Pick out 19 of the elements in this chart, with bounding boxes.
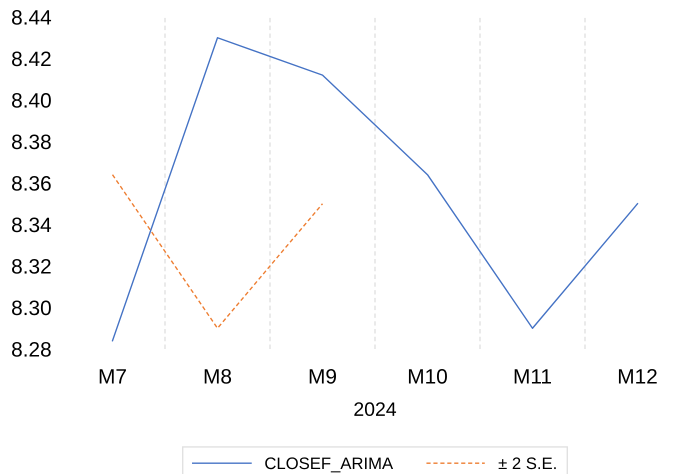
x-tick-label: M8 bbox=[204, 368, 232, 384]
x-tick-label: M10 bbox=[408, 368, 447, 384]
y-tick-label: 8.34 bbox=[12, 218, 52, 232]
x-tick-label: M12 bbox=[618, 368, 657, 384]
y-tick-label: 8.30 bbox=[12, 300, 51, 316]
y-tick-label: 8.42 bbox=[12, 52, 51, 66]
x-tick-label: M9 bbox=[310, 368, 336, 384]
x-tick-label: M11 bbox=[514, 369, 551, 384]
y-tick-label: 8.44 bbox=[12, 10, 52, 25]
x-axis-title: 2024 bbox=[354, 402, 396, 416]
legend-label: ± 2 S.E. bbox=[498, 457, 556, 470]
y-tick-label: 8.32 bbox=[12, 259, 51, 274]
y-tick-label: 8.36 bbox=[12, 176, 51, 191]
x-tick-label: M7 bbox=[100, 369, 126, 384]
y-tick-label: 8.28 bbox=[12, 342, 51, 357]
legend-label: CLOSEF_ARIMA bbox=[265, 457, 394, 472]
y-tick-label: 8.40 bbox=[12, 93, 51, 108]
line-series bbox=[112, 37, 638, 342]
y-tick-label: 8.38 bbox=[12, 134, 51, 150]
